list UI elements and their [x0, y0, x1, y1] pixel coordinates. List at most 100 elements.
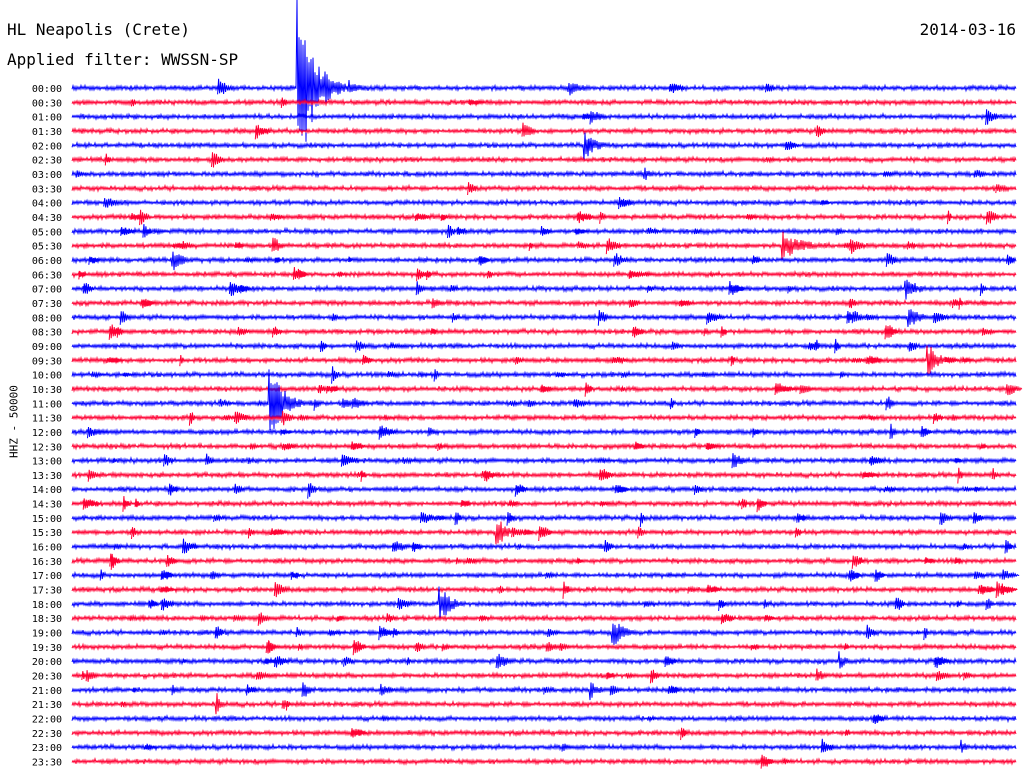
trace-burst	[839, 371, 846, 379]
trace-burst	[433, 369, 441, 382]
trace-burst	[597, 310, 611, 326]
trace-burst	[559, 642, 571, 651]
trace-burst	[866, 355, 884, 365]
trace-burst	[924, 557, 936, 565]
trace-burst	[336, 615, 345, 622]
trace-burst	[416, 268, 433, 282]
trace-burst	[108, 324, 125, 340]
trace-burst	[939, 512, 956, 526]
trace-burst	[582, 113, 594, 121]
trace-burst	[612, 356, 629, 364]
trace-line	[71, 279, 1017, 300]
trace-burst	[621, 371, 630, 379]
trace-burst	[707, 312, 726, 323]
trace-burst	[274, 256, 282, 264]
row-time-label: 23:00	[32, 743, 62, 754]
row-time-label: 18:00	[32, 600, 62, 611]
trace-burst	[467, 182, 479, 196]
trace-burst	[706, 584, 722, 594]
trace-burst	[603, 540, 614, 553]
trace-burst	[330, 385, 340, 393]
trace-line	[71, 739, 1017, 753]
trace-burst	[703, 327, 710, 337]
trace-burst	[995, 184, 1011, 194]
row-time-label: 16:30	[32, 557, 62, 568]
trace-burst	[81, 671, 89, 679]
trace-burst	[387, 370, 399, 378]
trace-burst	[932, 413, 945, 424]
trace-burst	[351, 397, 370, 409]
trace-burst	[647, 227, 663, 235]
trace-burst	[148, 599, 159, 609]
trace-burst	[923, 627, 930, 641]
trace-burst	[401, 442, 407, 450]
trace-burst	[350, 441, 366, 450]
trace-burst	[741, 498, 749, 510]
row-time-label: 07:30	[32, 299, 62, 310]
trace-burst	[991, 468, 1000, 480]
trace-burst	[447, 224, 456, 239]
trace-burst	[587, 138, 595, 151]
row-time-label: 15:30	[32, 528, 62, 539]
trace-burst	[720, 613, 736, 625]
trace-burst	[796, 513, 808, 523]
row-time-label: 02:00	[32, 141, 62, 152]
trace-burst	[545, 572, 556, 580]
trace-burst	[718, 600, 728, 611]
trace-burst	[141, 614, 153, 622]
trace-burst	[891, 529, 899, 535]
trace-burst	[129, 613, 143, 622]
trace-burst	[618, 196, 633, 210]
row-time-label: 05:30	[32, 242, 62, 253]
trace-burst	[643, 600, 658, 608]
trace-burst	[440, 214, 449, 221]
trace-line	[71, 670, 1017, 681]
trace-line	[71, 212, 1017, 222]
trace-burst	[634, 441, 646, 450]
trace-burst	[257, 612, 271, 626]
trace-burst	[392, 628, 401, 638]
trace-burst	[254, 124, 271, 140]
trace-burst	[693, 228, 702, 235]
row-time-label: 13:30	[32, 471, 62, 482]
trace-burst	[597, 457, 616, 464]
trace-line	[71, 541, 1017, 552]
trace-burst	[122, 372, 136, 378]
trace-burst	[271, 237, 286, 252]
trace-burst	[82, 498, 101, 510]
trace-burst	[962, 357, 974, 365]
trace-burst	[129, 528, 142, 536]
trace-burst	[858, 556, 866, 564]
trace-burst	[290, 572, 303, 580]
trace-burst	[142, 224, 153, 238]
trace-burst	[935, 670, 952, 682]
trace-burst	[381, 715, 395, 722]
trace-line	[71, 126, 1017, 136]
trace-burst	[613, 253, 630, 267]
trace-burst	[952, 299, 962, 309]
trace-burst	[637, 526, 648, 539]
trace-burst	[874, 569, 886, 582]
trace-burst	[885, 253, 898, 267]
trace-burst	[598, 469, 615, 481]
trace-line	[71, 112, 1017, 122]
trace-burst	[419, 512, 438, 523]
trace-burst	[274, 656, 290, 668]
trace-burst	[667, 571, 682, 578]
trace-burst	[574, 227, 590, 236]
trace-burst	[545, 641, 563, 652]
trace-burst	[478, 614, 491, 622]
trace-burst	[75, 170, 89, 178]
trace-burst	[614, 485, 630, 494]
trace-burst	[449, 285, 459, 292]
trace-burst	[439, 442, 450, 449]
trace-burst	[528, 242, 534, 251]
trace-burst	[188, 412, 196, 426]
trace-burst	[985, 210, 1001, 225]
trace-burst	[130, 99, 137, 107]
trace-burst	[166, 554, 179, 567]
trace-burst	[298, 269, 309, 280]
trace-burst	[313, 399, 323, 411]
row-time-label: 18:30	[32, 614, 62, 625]
